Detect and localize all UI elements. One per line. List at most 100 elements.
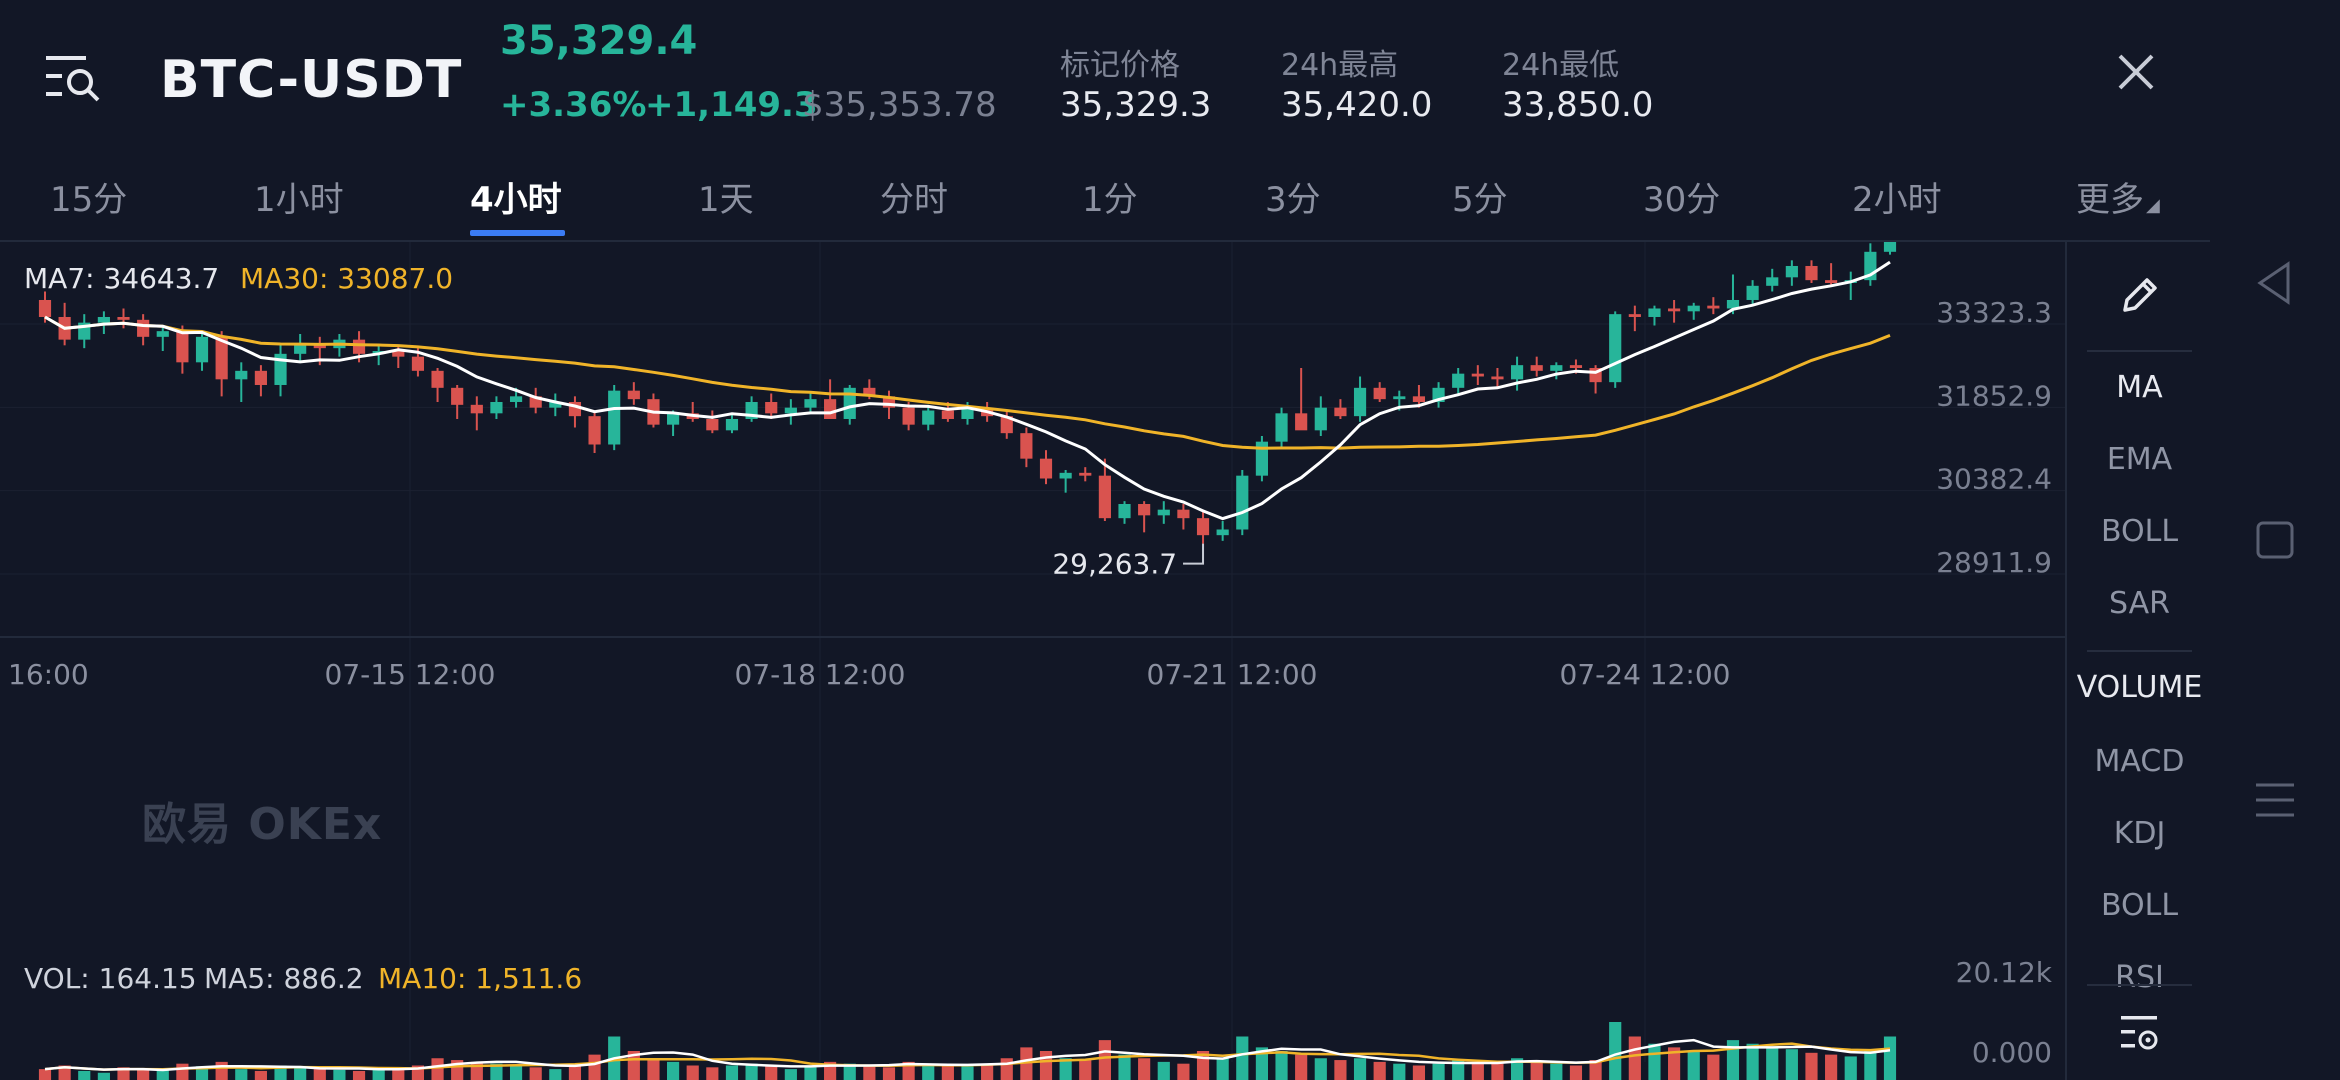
x-tick-label: 07-18 12:00 — [735, 658, 906, 691]
candle-body — [1883, 242, 1897, 252]
candle-body — [1393, 396, 1406, 400]
tab-5m[interactable]: 5分 — [1452, 180, 1508, 220]
candle-body — [765, 401, 778, 414]
candle-body — [470, 404, 483, 414]
candle-body — [1628, 314, 1641, 317]
volume-bar — [431, 1058, 444, 1080]
candle-body — [1825, 280, 1838, 283]
volume-bar — [686, 1065, 699, 1080]
candle-body — [235, 370, 248, 380]
tab-1d[interactable]: 1天 — [698, 180, 754, 220]
home-square-icon[interactable] — [2250, 515, 2300, 565]
close-icon[interactable] — [2112, 48, 2160, 96]
candle-body — [1766, 277, 1779, 286]
volume-bar — [1334, 1060, 1347, 1080]
candle-body — [215, 336, 228, 380]
candle-body — [961, 407, 974, 419]
trading-pair-symbol[interactable]: BTC-USDT — [160, 50, 463, 110]
volume-bar — [294, 1067, 307, 1080]
vol-ma5-legend: MA5: 886.2 — [204, 962, 364, 995]
candle-body — [1216, 529, 1229, 536]
candle-body — [176, 331, 189, 363]
vol-y-tick-label: 20.12k — [1956, 956, 2053, 989]
candle-body — [1550, 365, 1563, 371]
volume-bar — [1353, 1058, 1367, 1080]
tab-1h[interactable]: 1小时 — [254, 180, 344, 220]
back-triangle-icon[interactable] — [2250, 258, 2300, 308]
volume-bar — [1059, 1058, 1072, 1080]
volume-bar — [1432, 1063, 1445, 1080]
tab-timeline[interactable]: 分时 — [880, 180, 948, 220]
volume-bar — [1020, 1047, 1033, 1080]
high-24h-value: 35,420.0 — [1281, 85, 1433, 125]
candle-body — [1412, 396, 1426, 402]
candlestick-chart[interactable]: 33323.3 31852.9 30382.4 28911.9 16:00 07-15 1… — [0, 242, 2065, 1080]
indicator-ema[interactable]: EMA — [2106, 442, 2173, 477]
indicator-macd[interactable]: MACD — [2094, 744, 2185, 779]
ma7-legend: MA7: 34643.7 — [24, 262, 220, 295]
volume-bar — [1687, 1051, 1700, 1080]
indicator-ma[interactable]: MA — [2116, 370, 2163, 405]
tabs-divider — [0, 240, 2210, 242]
indicator-kdj[interactable]: KDJ — [2113, 816, 2166, 851]
candle-body — [1726, 299, 1740, 309]
volume-bar — [1805, 1052, 1818, 1080]
volume-bar — [509, 1065, 523, 1080]
tab-4h[interactable]: 4小时 — [470, 180, 562, 220]
indicator-boll-main[interactable]: BOLL — [2100, 514, 2179, 549]
recent-lines-icon[interactable] — [2250, 775, 2300, 825]
tab-2h[interactable]: 2小时 — [1852, 180, 1942, 220]
tab-15m[interactable]: 15分 — [50, 180, 128, 220]
candle-body — [411, 356, 425, 371]
candle-body — [254, 370, 267, 385]
volume-bar — [1373, 1061, 1386, 1080]
volume-bar — [333, 1069, 346, 1080]
low-marker — [1183, 543, 1205, 565]
volume-bar — [1098, 1040, 1111, 1080]
menu-search-icon[interactable] — [44, 52, 102, 104]
vol-y-tick-label: 0.000 — [1972, 1036, 2052, 1069]
candle-body — [1196, 518, 1210, 536]
candle-body — [490, 401, 503, 414]
indicator-settings-icon[interactable] — [2117, 1010, 2163, 1056]
y-tick-label: 33323.3 — [1936, 296, 2052, 329]
candle-body — [1000, 416, 1013, 434]
volume-bar — [882, 1067, 896, 1080]
volume-bar — [1157, 1061, 1170, 1080]
volume-bar — [58, 1065, 71, 1080]
volume-bar — [117, 1067, 130, 1080]
tab-1m[interactable]: 1分 — [1082, 180, 1138, 220]
candle-body — [1020, 433, 1033, 459]
system-nav-bar — [2210, 0, 2340, 1080]
candle-body — [1668, 308, 1681, 312]
low-price-label: 29,263.7 — [1052, 548, 1177, 581]
okex-watermark: 欧易 OKEx — [142, 799, 383, 850]
tab-30m[interactable]: 30分 — [1643, 180, 1721, 220]
last-price: 35,329.4 — [500, 18, 698, 64]
candle-body — [804, 399, 817, 408]
indicator-rsi[interactable]: RSI — [2115, 960, 2164, 992]
volume-bar — [137, 1069, 150, 1080]
volume-bar — [1726, 1040, 1740, 1080]
volume-bar — [1746, 1043, 1759, 1080]
volume-bar — [1864, 1051, 1877, 1080]
low-24h-value: 33,850.0 — [1502, 85, 1654, 125]
x-tick-label: 16:00 — [8, 658, 89, 691]
ticker-header: BTC-USDT 35,329.4 +3.36% +1,149.3 $35,35… — [0, 0, 2210, 150]
indicator-sar[interactable]: SAR — [2109, 586, 2170, 621]
pencil-icon[interactable] — [2117, 272, 2163, 318]
candle-body — [38, 299, 52, 317]
candle-body — [97, 316, 110, 323]
candle-body — [1785, 265, 1798, 278]
indicator-volume[interactable]: VOLUME — [2076, 670, 2203, 705]
volume-bar — [490, 1063, 503, 1080]
tab-more[interactable]: 更多 ◢ — [2076, 172, 2160, 221]
indicator-boll-sub[interactable]: BOLL — [2100, 888, 2179, 923]
volume-bar — [1825, 1054, 1838, 1080]
volume-bar — [568, 1063, 582, 1080]
volume-bar — [1510, 1058, 1524, 1080]
tab-3m[interactable]: 3分 — [1265, 180, 1321, 220]
candle-body — [627, 390, 640, 400]
volume-bar — [765, 1066, 778, 1080]
volume-bar — [1039, 1051, 1053, 1080]
